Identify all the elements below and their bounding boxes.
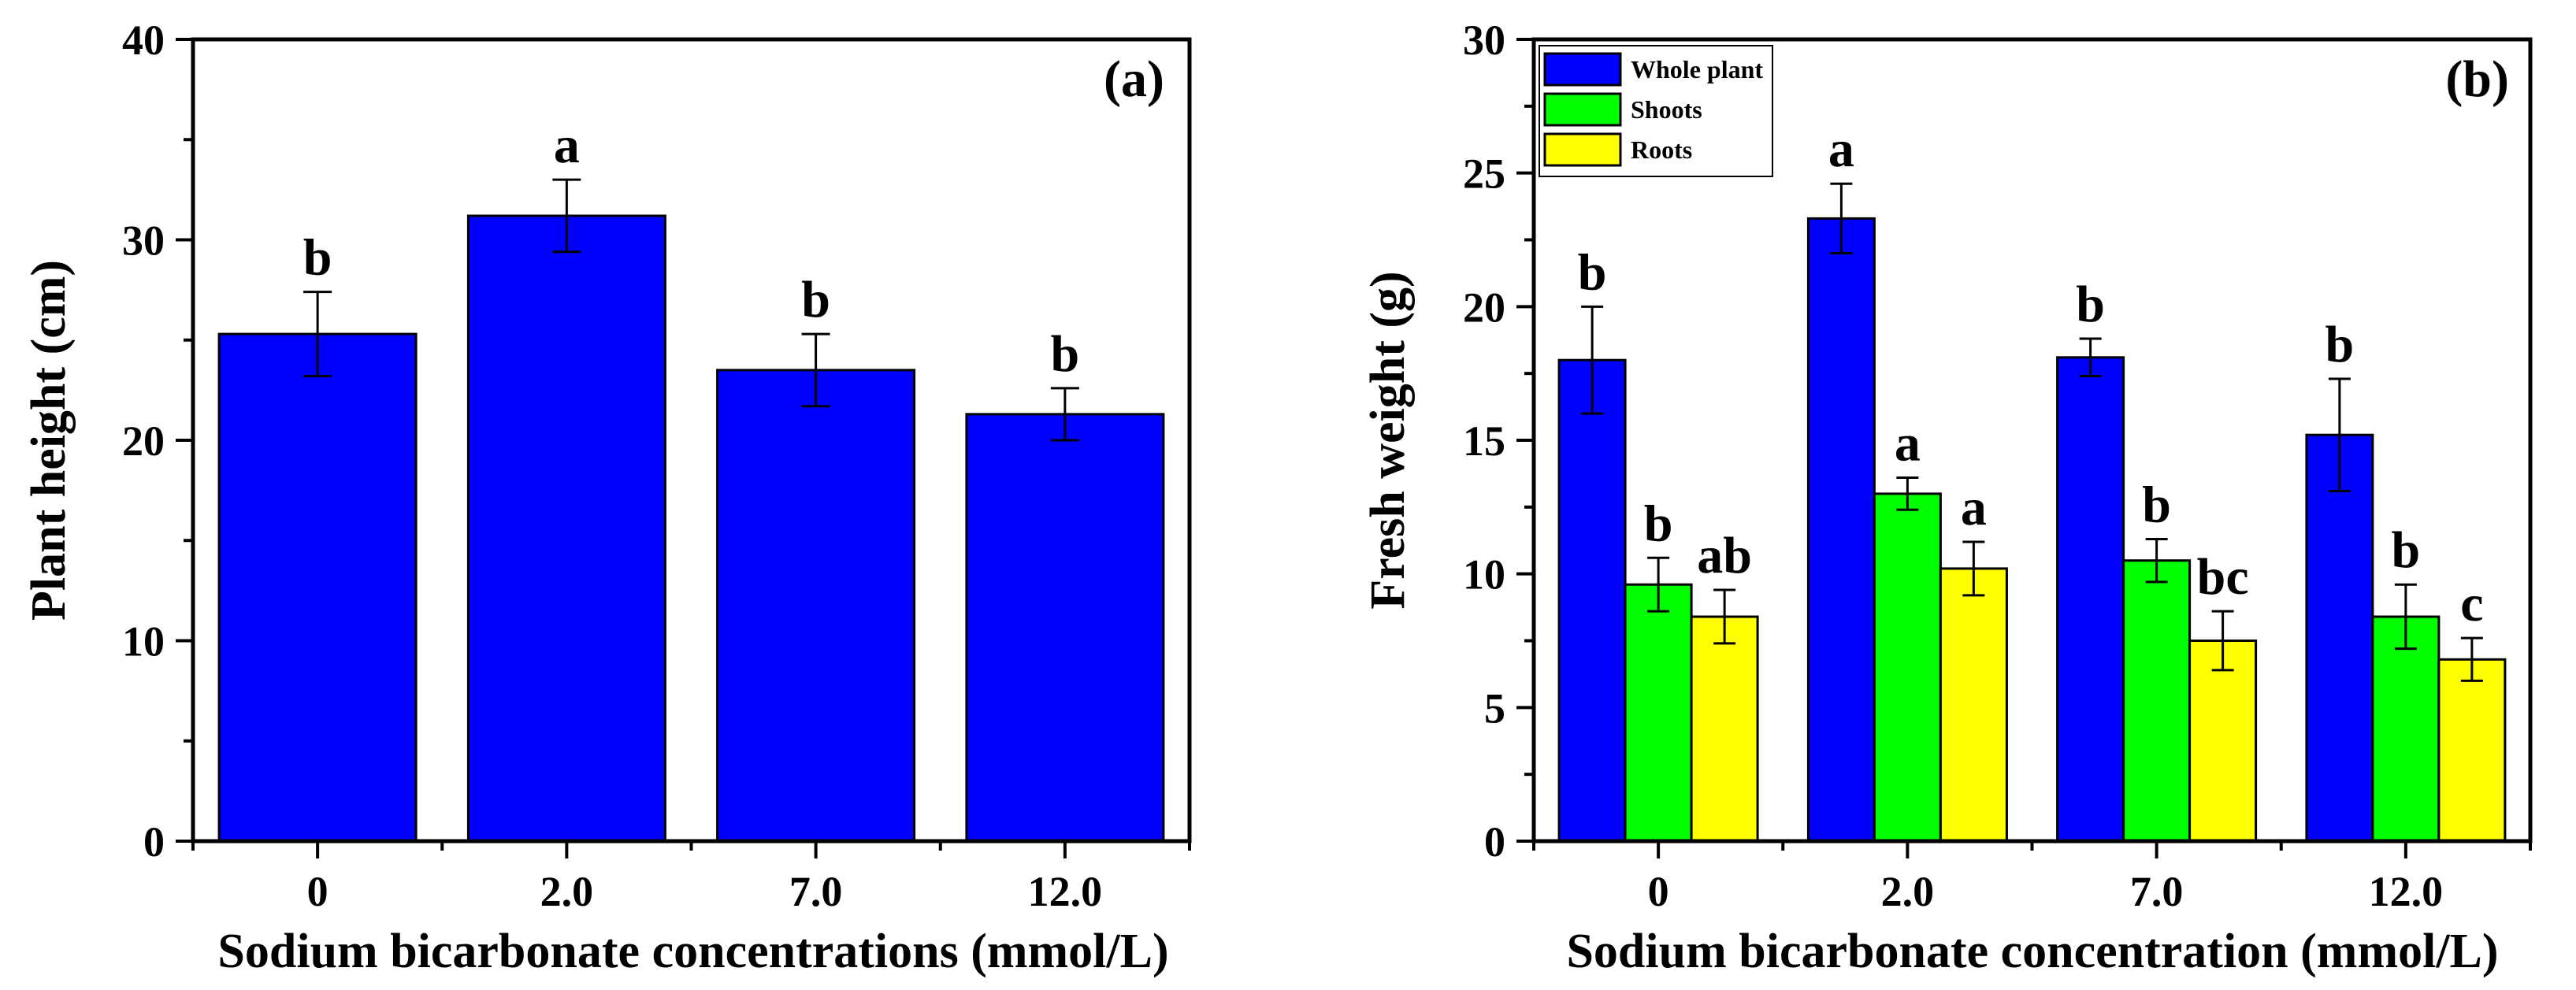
legend-label: Roots bbox=[1631, 135, 1692, 164]
x-tick-label: 2.0 bbox=[540, 868, 594, 915]
legend-swatch-shoots bbox=[1543, 92, 1622, 127]
bar-shoots-1 bbox=[1624, 583, 1693, 843]
y-tick-label: 30 bbox=[122, 217, 165, 265]
bar-4 bbox=[965, 413, 1165, 843]
bar-whole-plant-3 bbox=[2056, 356, 2125, 843]
y-tick-label: 15 bbox=[1463, 417, 1505, 465]
legend-swatch-roots bbox=[1543, 132, 1622, 167]
y-tick-label: 0 bbox=[143, 818, 165, 866]
panel-b-error-bars bbox=[1581, 182, 2483, 682]
y-tick-label: 20 bbox=[122, 417, 165, 465]
significance-label: ab bbox=[1697, 527, 1752, 584]
significance-label: b bbox=[2392, 521, 2421, 579]
y-tick-label: 40 bbox=[122, 17, 165, 64]
significance-label: a bbox=[554, 117, 580, 174]
panel-b-bars bbox=[1557, 217, 2507, 843]
x-tick-label: 7.0 bbox=[2130, 868, 2184, 915]
panel-b-label: (b) bbox=[2445, 50, 2509, 108]
x-tick-label: 12.0 bbox=[1028, 868, 1103, 915]
significance-label: b bbox=[2142, 476, 2171, 534]
bar-shoots-3 bbox=[2122, 559, 2192, 843]
significance-label: b bbox=[1644, 495, 1673, 552]
bar-2 bbox=[466, 214, 666, 843]
bar-roots-2 bbox=[1939, 567, 2008, 843]
x-tick-label: 12.0 bbox=[2369, 868, 2444, 915]
y-tick-label: 0 bbox=[1484, 818, 1505, 866]
significance-label: b bbox=[2076, 276, 2105, 333]
panel-a-significance-labels: b a b b bbox=[303, 117, 1079, 383]
significance-label: b bbox=[1051, 325, 1080, 383]
y-tick-label: 10 bbox=[122, 618, 165, 666]
y-tick-label: 10 bbox=[1463, 551, 1505, 599]
y-tick-label: 5 bbox=[1484, 684, 1505, 732]
x-tick-label: 2.0 bbox=[1881, 868, 1935, 915]
bar-roots-4 bbox=[2437, 658, 2507, 843]
panel-a-chart: b a b b 0 10 20 30 40 0 2.0 7.0 12.0 (a) Sodium bi… bbox=[22, 17, 1192, 978]
legend-label: Shoots bbox=[1631, 95, 1702, 124]
panel-a-error-bars bbox=[303, 178, 1079, 442]
bar-whole-plant-2 bbox=[1806, 217, 1876, 843]
significance-label: b bbox=[303, 229, 332, 287]
panel-a-label: (a) bbox=[1104, 50, 1164, 108]
bar-shoots-4 bbox=[2371, 615, 2441, 843]
significance-label: a bbox=[1828, 121, 1854, 178]
bar-whole-plant-4 bbox=[2305, 433, 2374, 843]
panel-b-y-axis: 0 5 10 15 20 25 30 bbox=[1463, 17, 1534, 866]
bar-shoots-2 bbox=[1873, 492, 1942, 843]
legend-swatch-whole-plant bbox=[1543, 52, 1622, 87]
significance-label: a bbox=[1961, 479, 1987, 536]
panel-a-y-axis-title: Plant height (cm) bbox=[22, 260, 76, 621]
y-tick-label: 30 bbox=[1463, 17, 1505, 64]
x-tick-label: 0 bbox=[1648, 868, 1669, 915]
significance-label: b bbox=[2325, 316, 2355, 373]
panel-b-legend: Whole plant Shoots Roots bbox=[1539, 45, 1773, 177]
x-tick-label: 0 bbox=[307, 868, 328, 915]
panel-b-y-axis-title: Fresh weight (g) bbox=[1361, 271, 1415, 609]
panel-b-x-axis-title: Sodium bicarbonate concentration (mmol/L… bbox=[1566, 925, 2498, 978]
bar-1 bbox=[217, 332, 418, 843]
significance-label: c bbox=[2460, 575, 2483, 632]
bar-3 bbox=[716, 369, 916, 843]
panel-a-y-axis: 0 10 20 30 40 bbox=[122, 17, 193, 866]
panel-a-bars bbox=[217, 214, 1165, 843]
panel-a-x-axis: 0 2.0 7.0 12.0 bbox=[191, 841, 1191, 915]
significance-label: b bbox=[801, 271, 830, 328]
significance-label: bc bbox=[2197, 548, 2249, 606]
bar-whole-plant-1 bbox=[1557, 358, 1627, 843]
significance-label: a bbox=[1895, 415, 1921, 473]
bar-roots-1 bbox=[1690, 615, 1759, 843]
legend-label: Whole plant bbox=[1631, 55, 1763, 83]
x-tick-label: 7.0 bbox=[789, 868, 843, 915]
panel-b-x-axis: 0 2.0 7.0 12.0 bbox=[1532, 841, 2532, 915]
panel-a-x-axis-title: Sodium bicarbonate concentrations (mmol/… bbox=[217, 925, 1168, 978]
y-tick-label: 25 bbox=[1463, 150, 1505, 198]
y-tick-label: 20 bbox=[1463, 284, 1505, 331]
significance-label: b bbox=[1578, 243, 1607, 301]
